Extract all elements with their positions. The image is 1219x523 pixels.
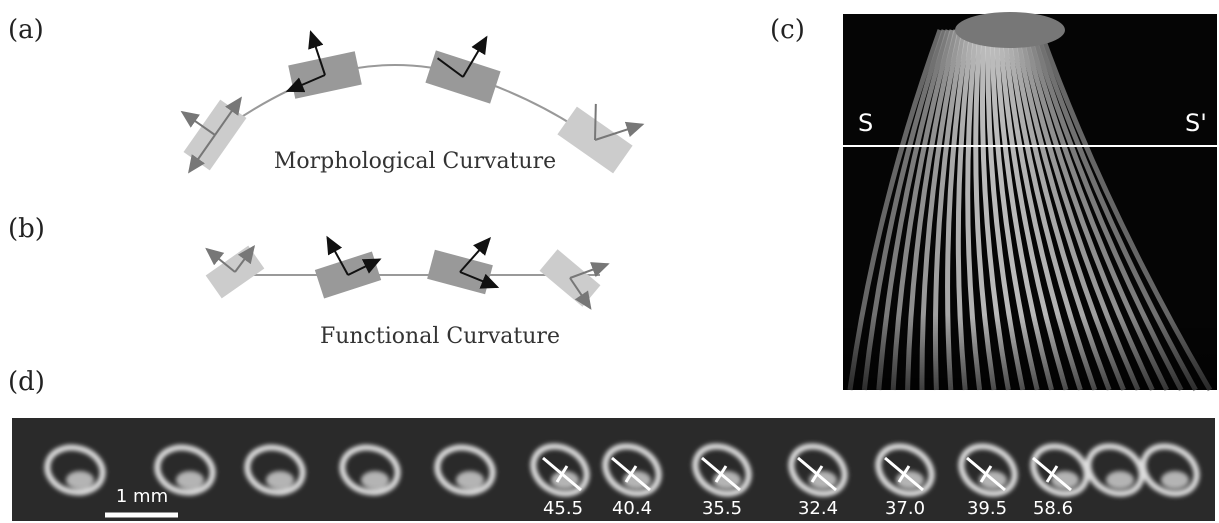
figure: (a) Morphological Curvature (b) Function… (0, 0, 1219, 523)
section-core (456, 471, 484, 489)
section-label: S' (1185, 109, 1207, 137)
angle-label: 32.4 (798, 498, 838, 519)
section-core (1106, 471, 1134, 489)
panel-label: (a) (8, 15, 44, 45)
angle-label: 40.4 (612, 498, 652, 519)
section-core (66, 471, 94, 489)
panel-label: (c) (770, 15, 805, 45)
angle-label: 58.6 (1033, 498, 1073, 519)
caption: Functional Curvature (320, 324, 560, 349)
section-core (266, 471, 294, 489)
angle-label: 37.0 (885, 498, 925, 519)
angle-label: 45.5 (543, 498, 583, 519)
panel-label: (d) (8, 367, 45, 397)
angle-label: 35.5 (702, 498, 742, 519)
section-core (1161, 471, 1189, 489)
photo-shade (843, 14, 1217, 390)
section-core (361, 471, 389, 489)
section-label: S (858, 109, 873, 137)
diagram-b (194, 224, 620, 311)
section-core (176, 471, 204, 489)
caption: Morphological Curvature (274, 149, 556, 174)
angle-label: 39.5 (967, 498, 1007, 519)
panel-label: (b) (8, 214, 45, 244)
scale-label: 1 mm (116, 486, 168, 507)
